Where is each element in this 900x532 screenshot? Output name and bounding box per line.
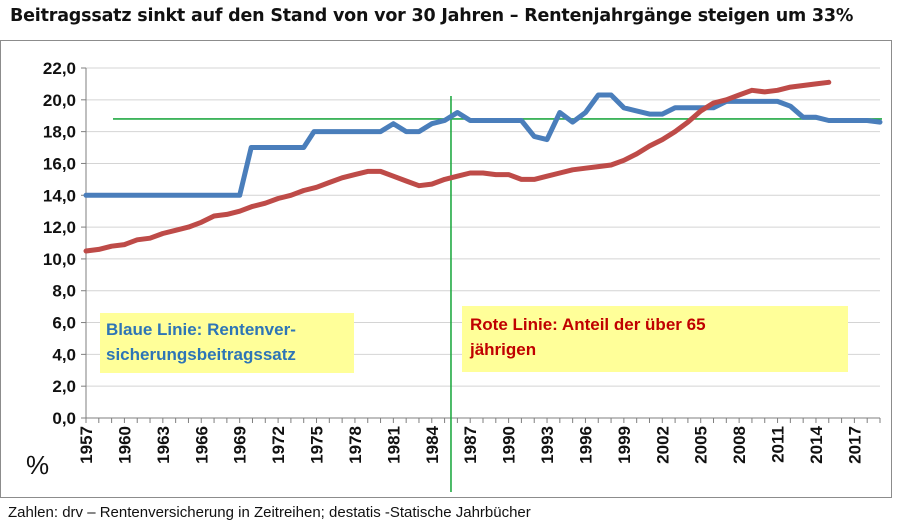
y-tick-labels: 0,0 2,0 4,0 6,0 8,0 10,0 12,0 14,0 16,0 18,0 20,0 2… [43, 59, 76, 428]
x-tick-label: 2005 [692, 426, 711, 464]
reference-lines [113, 96, 882, 492]
y-tick-label: 4,0 [52, 345, 76, 364]
x-tick-label: 1975 [308, 426, 327, 464]
x-tick-label: 1999 [615, 426, 634, 464]
x-tick-label: 1996 [576, 426, 595, 464]
axes [81, 67, 881, 423]
series-lines [83, 79, 883, 254]
x-tick-label: 1957 [77, 426, 96, 464]
y-tick-label: 0,0 [52, 409, 76, 428]
y-tick-label: 12,0 [43, 218, 76, 237]
blue-line-callout: Blaue Linie: Rentenver- sicherungsbeitra… [100, 313, 354, 373]
y-tick-label: 16,0 [43, 154, 76, 173]
red-callout-line1: Rote Linie: Anteil der über 65 [470, 315, 706, 334]
x-tick-labels: 1957 1960 1963 1966 1969 1972 1975 1978 1981 1984… [77, 425, 864, 463]
y-tick-label: 10,0 [43, 250, 76, 269]
source-note: Zahlen: drv – Rentenversicherung in Zeit… [8, 504, 531, 521]
x-tick-label: 1966 [192, 426, 211, 464]
chart-title: Beitragssatz sinkt auf den Stand von vor… [10, 6, 854, 26]
x-tick-label: 1984 [423, 425, 442, 463]
y-tick-label: 14,0 [43, 186, 76, 205]
x-tick-label: 1981 [384, 426, 403, 464]
x-tick-label: 2002 [653, 426, 672, 464]
y-tick-label: 2,0 [52, 377, 76, 396]
chart-frame [0, 40, 892, 498]
y-tick-label: 18,0 [43, 123, 76, 142]
y-tick-label: 22,0 [43, 59, 76, 78]
x-tick-label: 2011 [769, 426, 788, 463]
y-tick-label: 20,0 [43, 91, 76, 110]
red-line-callout: Rote Linie: Anteil der über 65 jährigen [462, 306, 848, 372]
red-callout-line2: jährigen [470, 340, 537, 359]
x-tick-label: 1990 [500, 426, 519, 464]
x-tick-label: 1972 [269, 426, 288, 464]
y-tick-label: 6,0 [52, 314, 76, 333]
blue-callout-line1: Blaue Linie: Rentenver- [106, 320, 296, 339]
red-series-line [83, 79, 832, 254]
blue-series-line [83, 92, 883, 198]
x-tick-label: 2014 [807, 425, 826, 463]
x-tick-label: 1963 [154, 426, 173, 464]
x-tick-label: 2017 [845, 426, 864, 464]
x-tick-label: 2008 [730, 426, 749, 464]
x-tick-label: 1960 [115, 426, 134, 464]
blue-callout-line2: sicherungsbeitragssatz [106, 345, 296, 364]
x-tick-label: 1969 [231, 426, 250, 464]
y-unit-label: % [26, 450, 49, 480]
x-tick-label: 1993 [538, 426, 557, 464]
x-tick-label: 1987 [461, 426, 480, 464]
x-tick-label: 1978 [346, 426, 365, 464]
y-tick-label: 8,0 [52, 282, 76, 301]
